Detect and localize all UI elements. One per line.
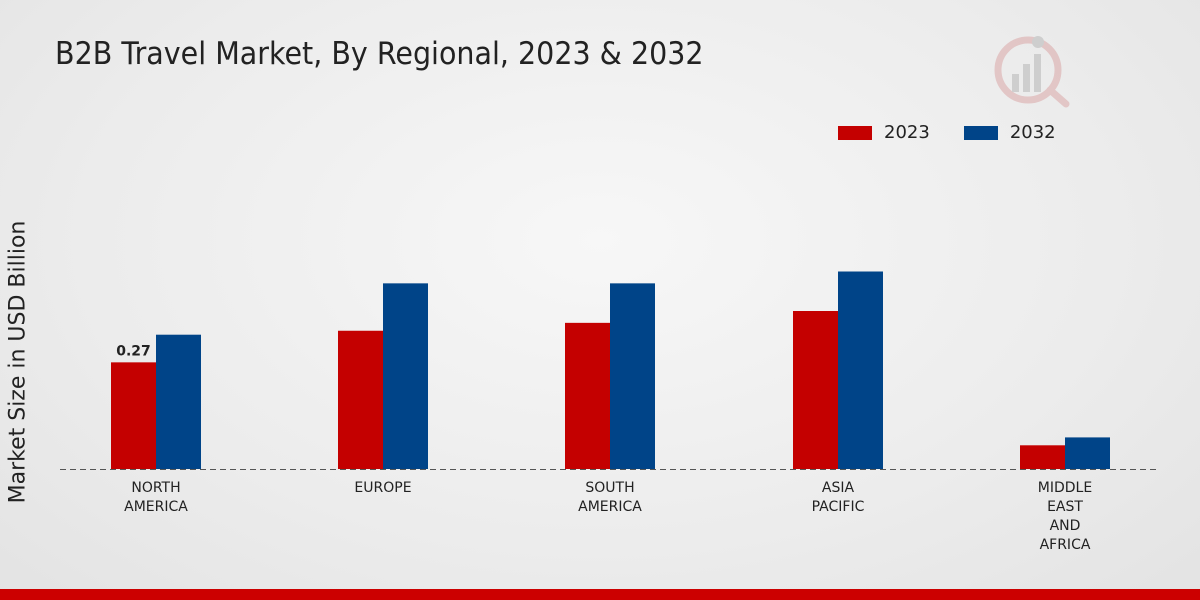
watermark-logo-icon — [994, 36, 1070, 108]
bar-2032-south-america — [610, 283, 655, 469]
bar-2023-north-america — [111, 362, 156, 469]
x-tick-label-south-america: SOUTH AMERICA — [578, 480, 642, 515]
bar-2032-europe — [383, 283, 428, 469]
x-tick-label-asia-pacific: ASIA PACIFIC — [812, 480, 865, 515]
legend-item-2023: 2023 — [838, 122, 930, 143]
legend-item-2032: 2032 — [963, 122, 1056, 143]
bar-2023-asia-pacific — [793, 311, 838, 469]
legend-swatch-2032 — [963, 125, 998, 140]
legend-label-2032: 2032 — [1009, 122, 1056, 143]
x-tick-label-europe: EUROPE — [354, 480, 411, 496]
bar-2023-south-america — [565, 322, 610, 469]
data-label-2023-north-america: 0.27 — [116, 343, 151, 359]
bar-2032-north-america — [156, 334, 201, 469]
x-tick-label-north-america: NORTH AMERICA — [124, 480, 188, 515]
bar-2023-middle-east-and-africa — [1020, 445, 1065, 469]
bar-2023-europe — [338, 330, 383, 469]
legend: 2023 2032 — [838, 122, 1090, 143]
legend-swatch-2023 — [838, 125, 872, 140]
bar-2032-middle-east-and-africa — [1065, 437, 1110, 469]
chart-title: B2B Travel Market, By Regional, 2023 & 2… — [55, 36, 704, 72]
legend-label-2023: 2023 — [884, 122, 930, 143]
bar-2032-asia-pacific — [838, 271, 883, 469]
bottom-accent-bar — [0, 589, 1200, 600]
x-tick-label-middle-east-and-africa: MIDDLE EAST AND AFRICA — [1038, 480, 1092, 553]
